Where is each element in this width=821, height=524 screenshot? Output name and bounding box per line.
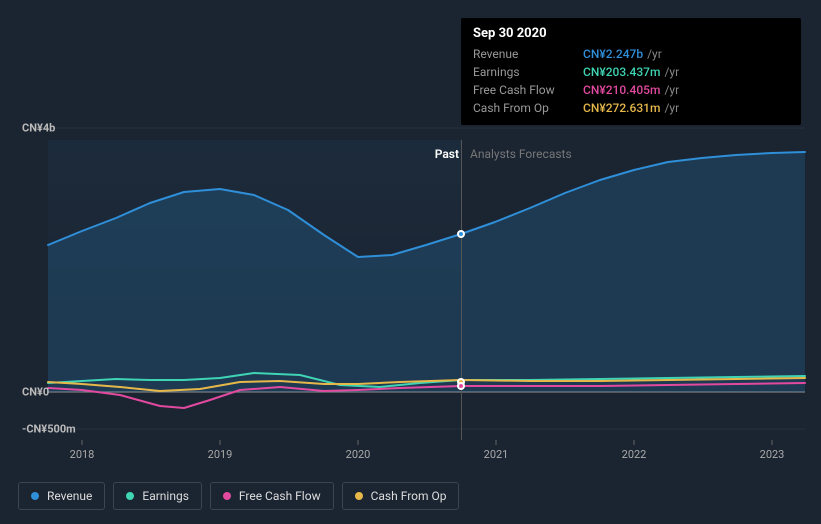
legend-item[interactable]: Earnings xyxy=(113,482,202,510)
x-axis-label: 2021 xyxy=(484,448,509,461)
x-axis-label: 2019 xyxy=(208,448,233,461)
financial-chart: Past Analysts Forecasts CN¥4b CN¥0 -CN¥500… xyxy=(0,0,821,524)
tooltip-row: Cash From OpCN¥272.631m/yr xyxy=(473,99,789,117)
legend-label: Free Cash Flow xyxy=(239,489,321,503)
tooltip-row: Free Cash FlowCN¥210.405m/yr xyxy=(473,81,789,99)
x-axis-label: 2020 xyxy=(346,448,371,461)
legend-dot-icon xyxy=(355,492,363,500)
tooltip-metric-label: Earnings xyxy=(473,65,583,79)
legend-item[interactable]: Cash From Op xyxy=(342,482,460,510)
tooltip-metric-value: CN¥2.247b xyxy=(583,47,643,61)
legend-label: Cash From Op xyxy=(371,489,447,503)
tooltip-metric-value: CN¥272.631m xyxy=(583,101,660,115)
tooltip-metric-value: CN¥210.405m xyxy=(583,83,660,97)
tooltip-unit: /yr xyxy=(664,101,679,115)
legend-dot-icon xyxy=(126,492,134,500)
chart-tooltip: Sep 30 2020 RevenueCN¥2.247b/yrEarningsC… xyxy=(461,18,801,125)
tooltip-unit: /yr xyxy=(664,65,679,79)
x-axis-label: 2018 xyxy=(70,448,95,461)
x-axis-label: 2023 xyxy=(760,448,785,461)
legend-item[interactable]: Revenue xyxy=(18,482,105,510)
legend-dot-icon xyxy=(31,492,39,500)
tooltip-unit: /yr xyxy=(647,47,662,61)
hover-guideline xyxy=(461,140,462,440)
tooltip-metric-value: CN¥203.437m xyxy=(583,65,660,79)
past-section-label: Past xyxy=(435,147,459,161)
tooltip-metric-label: Free Cash Flow xyxy=(473,83,583,97)
chart-legend: Revenue Earnings Free Cash Flow Cash From O… xyxy=(18,482,459,510)
forecast-section-label: Analysts Forecasts xyxy=(470,147,572,161)
hover-marker xyxy=(457,382,465,390)
hover-marker xyxy=(457,230,465,238)
tooltip-unit: /yr xyxy=(664,83,679,97)
y-axis-label: -CN¥500m xyxy=(22,423,76,436)
tooltip-metric-label: Revenue xyxy=(473,47,583,61)
y-axis-label: CN¥4b xyxy=(22,122,55,135)
legend-item[interactable]: Free Cash Flow xyxy=(210,482,334,510)
legend-label: Earnings xyxy=(142,489,189,503)
legend-label: Revenue xyxy=(47,489,92,503)
legend-dot-icon xyxy=(223,492,231,500)
tooltip-date: Sep 30 2020 xyxy=(473,26,789,41)
x-axis-label: 2022 xyxy=(622,448,647,461)
tooltip-row: RevenueCN¥2.247b/yr xyxy=(473,45,789,63)
y-axis-label: CN¥0 xyxy=(22,386,49,399)
tooltip-row: EarningsCN¥203.437m/yr xyxy=(473,63,789,81)
tooltip-metric-label: Cash From Op xyxy=(473,101,583,115)
